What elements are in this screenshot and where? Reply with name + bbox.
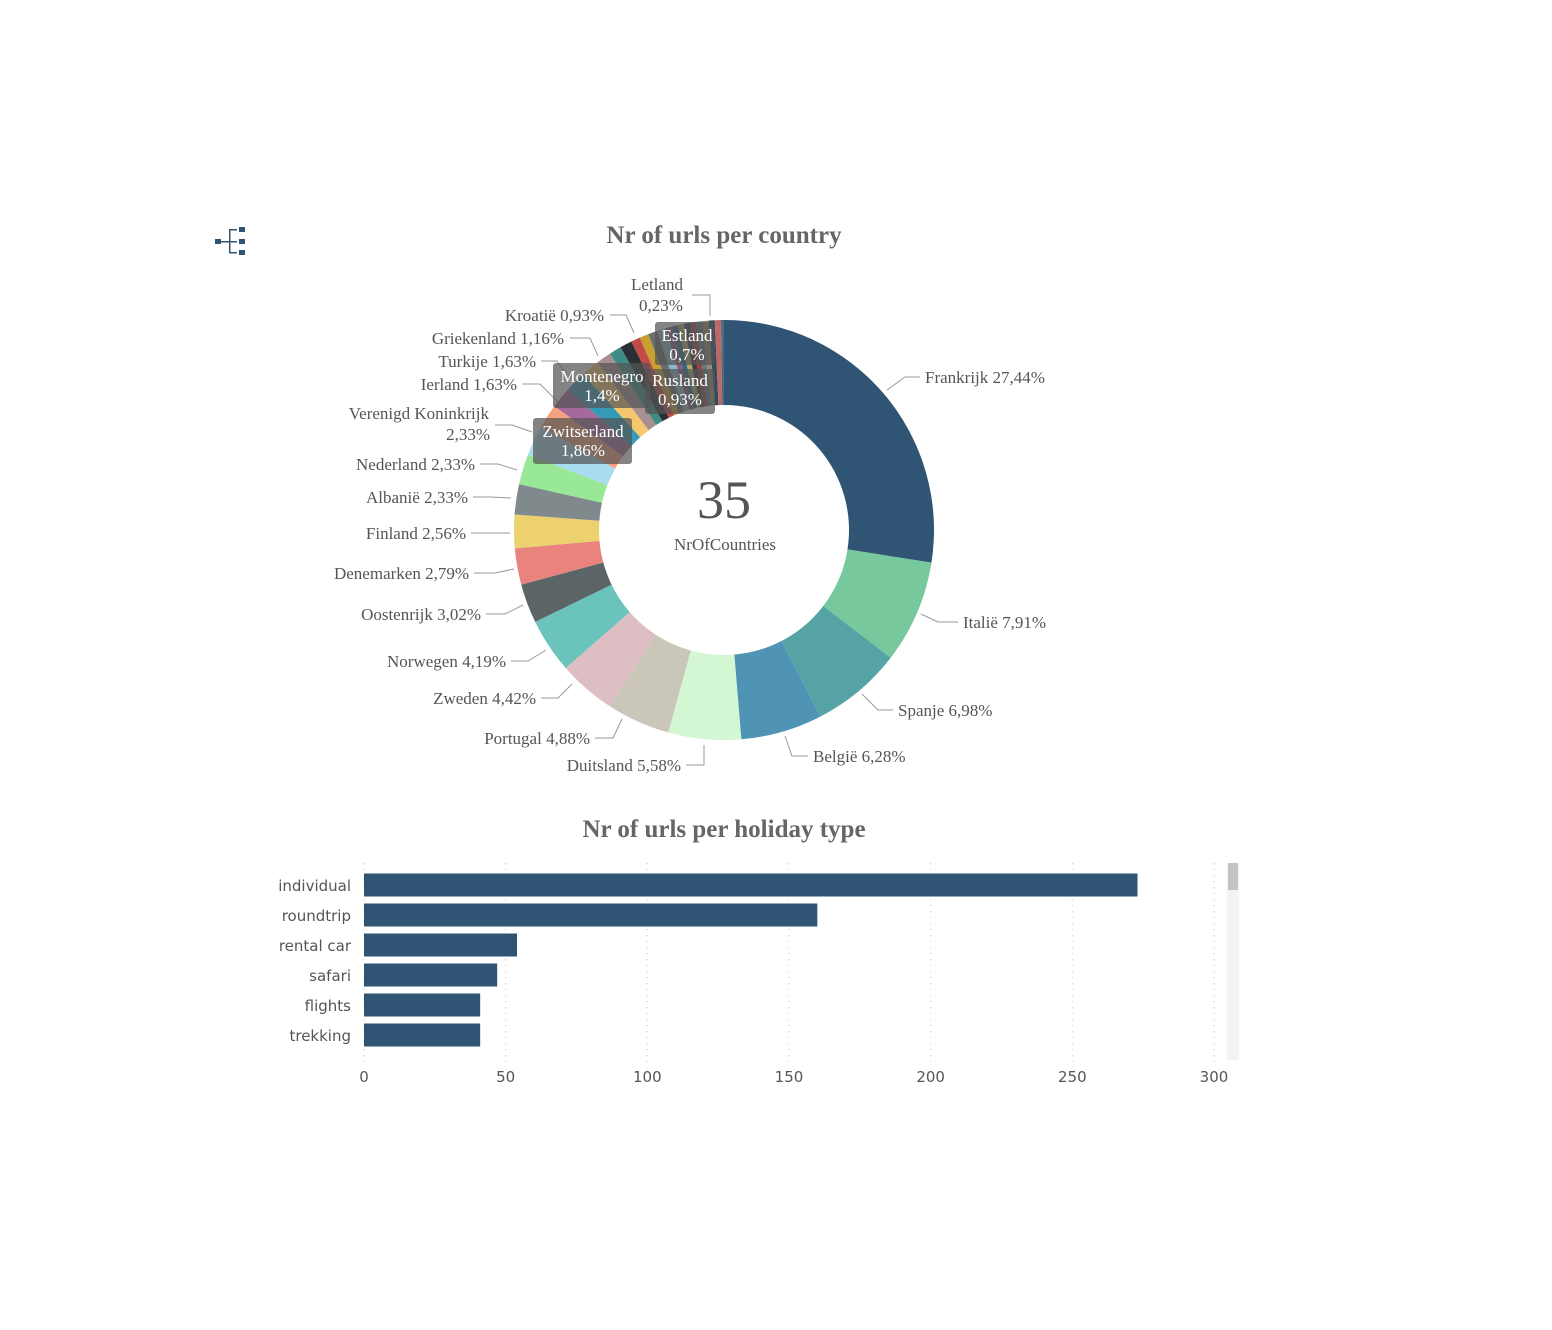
leader-line-frankrijk: [886, 376, 920, 391]
data-label-pct-verenigd-koninkrijk: 2,33%: [446, 425, 490, 444]
leader-line-albanië: [473, 496, 512, 499]
hierarchy-icon[interactable]: [215, 227, 245, 255]
leader-line-duitsland: [686, 745, 705, 766]
x-tick-label: 200: [916, 1068, 945, 1086]
x-tick-label: 250: [1058, 1068, 1087, 1086]
leader-line-italië: [920, 613, 958, 623]
leader-line-norwegen: [511, 649, 547, 662]
donut-slice-albanië[interactable]: [514, 484, 603, 521]
donut-slice-portugal[interactable]: [609, 634, 691, 733]
y-category-label: rental car: [279, 937, 352, 955]
donut-slice-norwegen[interactable]: [535, 584, 630, 668]
data-label-albanië: Albanië 2,33%: [366, 488, 468, 507]
leader-line-verenigd-koninkrijk: [495, 424, 533, 433]
bar-flights[interactable]: [364, 993, 481, 1017]
data-label-pct-montenegro: 1,4%: [584, 386, 619, 405]
data-label-ierland: Ierland 1,63%: [421, 375, 517, 394]
scrollbar-thumb[interactable]: [1228, 863, 1238, 890]
data-label-turkije: Turkije 1,63%: [438, 352, 536, 371]
donut-slice-denemarken[interactable]: [514, 540, 604, 585]
leader-line-portugal: [595, 718, 623, 739]
data-label-norwegen: Norwegen 4,19%: [387, 652, 506, 671]
leader-line-kroatië: [610, 314, 635, 334]
leader-line-nederland: [480, 463, 518, 471]
data-label-italië: Italië 7,91%: [963, 613, 1046, 632]
y-category-label: individual: [278, 877, 351, 895]
data-label-zweden: Zweden 4,42%: [433, 689, 536, 708]
donut-slice-frankrijk[interactable]: [724, 320, 935, 563]
x-tick-label: 0: [359, 1068, 369, 1086]
bar-chart[interactable]: 0 50 100 150 200 250 300 individual roundtrip ren…: [278, 863, 1228, 1086]
bar-roundtrip[interactable]: [364, 903, 818, 927]
center-label: NrOfCountries: [674, 535, 776, 554]
leader-line-letland: [692, 294, 711, 316]
leader-line-oostenrijk: [486, 604, 524, 615]
data-label-box-rusland: [645, 369, 715, 414]
x-tick-label: 150: [775, 1068, 804, 1086]
donut-slice[interactable]: [714, 320, 723, 406]
data-label-finland: Finland 2,56%: [366, 524, 466, 543]
x-tick-label: 50: [496, 1068, 515, 1086]
data-label-belgië: België 6,28%: [813, 747, 906, 766]
leader-line-griekenland: [570, 337, 599, 357]
donut-slice-nederland[interactable]: [519, 454, 608, 503]
data-label-pct-letland: 0,23%: [639, 296, 683, 315]
donut-slice-belgië[interactable]: [734, 641, 821, 740]
donut-labels: Frankrijk 27,44% Italië 7,91% Spanje 6,98%…: [334, 275, 1046, 775]
leader-line-belgië: [784, 735, 808, 757]
data-label-montenegro: Montenegro: [560, 367, 643, 386]
data-label-estland: Estland: [662, 326, 713, 345]
bar-title: Nr of urls per holiday type: [582, 816, 865, 843]
y-category-label: safari: [309, 967, 351, 985]
data-label-denemarken: Denemarken 2,79%: [334, 564, 469, 583]
x-tick-label: 300: [1200, 1068, 1229, 1086]
data-label-pct-zwitserland: 1,86%: [561, 441, 605, 460]
donut-slice-letland[interactable]: [720, 320, 724, 406]
donut-slice-finland[interactable]: [514, 514, 600, 549]
y-category-label: trekking: [289, 1027, 351, 1045]
donut-slice-duitsland[interactable]: [668, 650, 742, 740]
leader-line-zweden: [541, 683, 573, 699]
data-label-box-montenegro: [553, 363, 650, 408]
bar-individual[interactable]: [364, 873, 1138, 897]
data-label-spanje: Spanje 6,98%: [898, 701, 992, 720]
donut-slice-spanje[interactable]: [781, 606, 891, 717]
center-value: 35: [697, 470, 751, 530]
data-label-verenigd-koninkrijk: Verenigd Koninkrijk: [349, 404, 490, 423]
donut-title: Nr of urls per country: [606, 222, 842, 249]
data-label-letland: Letland: [631, 275, 683, 294]
data-label-nederland: Nederland 2,33%: [356, 455, 475, 474]
donut-slice-italië[interactable]: [823, 549, 932, 658]
data-label-duitsland: Duitsland 5,58%: [567, 756, 681, 775]
donut-slice-zweden[interactable]: [565, 612, 656, 707]
bar-trekking[interactable]: [364, 1023, 481, 1047]
x-tick-label: 100: [633, 1068, 662, 1086]
y-category-label: flights: [305, 997, 352, 1015]
data-label-oostenrijk: Oostenrijk 3,02%: [361, 605, 481, 624]
y-category-label: roundtrip: [282, 907, 351, 925]
data-label-kroatië: Kroatië 0,93%: [505, 306, 604, 325]
data-label-rusland: Rusland: [652, 371, 708, 390]
data-label-pct-rusland: 0,93%: [658, 390, 702, 409]
bar-rental-car[interactable]: [364, 933, 517, 957]
data-label-box-estland: [655, 322, 715, 365]
data-label-portugal: Portugal 4,88%: [484, 729, 590, 748]
data-label-zwitserland: Zwitserland: [542, 422, 624, 441]
scrollbar-track[interactable]: [1227, 863, 1239, 1060]
data-label-pct-estland: 0,7%: [669, 345, 704, 364]
leader-line-spanje: [861, 693, 893, 711]
data-label-griekenland: Griekenland 1,16%: [432, 329, 564, 348]
leader-line-denemarken: [474, 568, 515, 574]
data-label-frankrijk: Frankrijk 27,44%: [925, 368, 1045, 387]
donut-slice-oostenrijk[interactable]: [521, 562, 612, 622]
data-label-box-zwitserland: [533, 418, 632, 464]
bar-safari[interactable]: [364, 963, 498, 987]
leader-line-ierland: [522, 383, 559, 403]
